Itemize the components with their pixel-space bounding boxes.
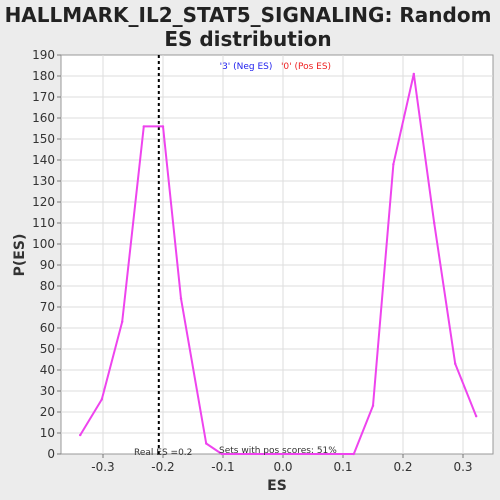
data-point — [412, 72, 415, 76]
x-axis-ticks: -0.3 -0.2 -0.1 0.0 0.1 0.2 0.3 — [91, 454, 473, 474]
y-tick-label: 10 — [40, 426, 55, 440]
y-tick-label: 90 — [40, 258, 55, 272]
y-tick-label: 130 — [32, 174, 55, 188]
x-axis-label: ES — [267, 478, 287, 494]
x-tick-label: -0.2 — [151, 460, 174, 474]
data-point — [475, 415, 478, 418]
data-point — [121, 320, 124, 323]
legend-pos-es: '0' (Pos ES) — [281, 62, 331, 72]
data-point — [433, 221, 436, 225]
data-point — [142, 125, 145, 128]
data-point — [392, 163, 395, 166]
y-tick-label: 150 — [32, 132, 55, 146]
plot-area — [60, 54, 494, 455]
y-tick-label: 80 — [40, 279, 55, 293]
pos-scores-label: Sets with pos scores: 51% — [219, 446, 337, 456]
x-tick-label: 0.2 — [393, 460, 412, 474]
data-point — [161, 125, 165, 128]
series-points — [79, 72, 478, 456]
data-point — [220, 452, 223, 456]
y-tick-label: 0 — [47, 447, 55, 461]
x-tick-label: -0.3 — [91, 460, 114, 474]
y-tick-label: 110 — [32, 216, 55, 230]
chart-title-line-2: ES distribution — [164, 27, 331, 51]
y-axis-ticks: 0 10 20 30 40 50 60 70 80 90 100 110 120 130 140 150 160… — [32, 48, 61, 461]
x-tick-label: 0.0 — [273, 460, 292, 474]
y-axis-label: P(ES) — [12, 234, 28, 277]
y-tick-label: 70 — [40, 300, 55, 314]
data-point — [179, 297, 183, 300]
data-point — [371, 404, 375, 407]
x-tick-label: 0.3 — [453, 460, 472, 474]
y-tick-label: 40 — [40, 363, 55, 377]
y-tick-label: 20 — [40, 405, 55, 419]
y-tick-label: 190 — [32, 48, 55, 62]
y-tick-label: 170 — [32, 90, 55, 104]
y-tick-label: 30 — [40, 384, 55, 398]
data-point — [454, 362, 457, 365]
legend-neg-es: '3' (Neg ES) — [220, 62, 273, 72]
data-point — [205, 442, 208, 445]
x-tick-label: -0.1 — [211, 460, 234, 474]
y-tick-label: 140 — [32, 153, 55, 167]
y-tick-label: 50 — [40, 342, 55, 356]
y-tick-label: 100 — [32, 237, 55, 251]
data-point — [79, 433, 82, 437]
grid — [61, 55, 493, 454]
y-tick-label: 60 — [40, 321, 55, 335]
y-tick-label: 180 — [32, 69, 55, 83]
data-point — [352, 452, 355, 456]
x-tick-label: 0.1 — [333, 460, 352, 474]
y-tick-label: 160 — [32, 111, 55, 125]
y-tick-label: 120 — [32, 195, 55, 209]
chart-title-line-1: HALLMARK_IL2_STAT5_SIGNALING: Random — [5, 3, 492, 27]
data-point — [100, 398, 104, 401]
real-es-label: Real ES =0.2 — [134, 448, 192, 458]
